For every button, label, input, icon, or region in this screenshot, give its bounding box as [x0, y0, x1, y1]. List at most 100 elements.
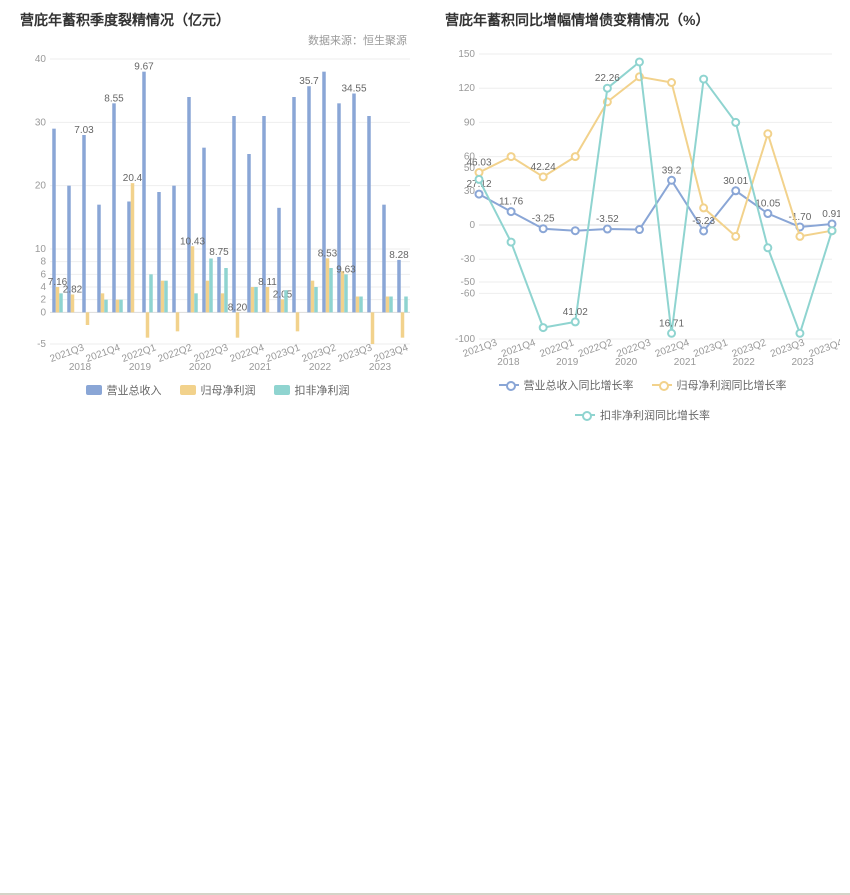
- bar: [224, 268, 228, 312]
- line-point: [604, 85, 611, 92]
- svg-text:41.02: 41.02: [563, 307, 588, 318]
- line-point: [700, 227, 707, 234]
- legend-item: 归母净利润: [180, 382, 256, 398]
- dashboard-container: 营庇年蓄积季度裂精情况（亿元） 数据来源：恒生聚源 -5024681020304…: [0, 0, 850, 433]
- bar: [232, 116, 236, 312]
- bar: [112, 103, 116, 312]
- legend-label: 扣非净利润: [295, 382, 350, 398]
- line-point: [700, 204, 707, 211]
- right-plot: -100-60-50-3003050609012015027.1211.76-3…: [445, 49, 840, 369]
- bar: [187, 97, 191, 312]
- svg-text:8.53: 8.53: [318, 248, 338, 259]
- bar: [314, 287, 318, 312]
- line-point: [572, 318, 579, 325]
- svg-text:2021: 2021: [249, 362, 272, 373]
- bar: [146, 312, 150, 337]
- bar: [131, 183, 135, 312]
- svg-text:120: 120: [458, 83, 475, 94]
- line-point: [732, 187, 739, 194]
- svg-text:2020: 2020: [615, 357, 638, 368]
- bar: [371, 312, 375, 344]
- bar: [292, 97, 296, 312]
- svg-text:2022: 2022: [733, 357, 756, 368]
- svg-text:11.76: 11.76: [499, 197, 524, 208]
- legend-swatch: [274, 385, 290, 395]
- bar: [307, 86, 311, 312]
- line-point: [700, 76, 707, 83]
- svg-text:8.11: 8.11: [258, 277, 277, 288]
- bar: [161, 281, 165, 313]
- line-point: [508, 208, 515, 215]
- line-point: [572, 153, 579, 160]
- bar: [86, 312, 90, 325]
- svg-text:8: 8: [40, 257, 46, 268]
- svg-text:42.24: 42.24: [531, 162, 556, 173]
- bar: [59, 293, 63, 312]
- line-point: [572, 227, 579, 234]
- svg-text:0: 0: [40, 307, 46, 318]
- line-point: [508, 153, 515, 160]
- legend-swatch: [86, 385, 102, 395]
- bar: [329, 268, 333, 312]
- line-point: [764, 210, 771, 217]
- line-point: [829, 227, 836, 234]
- left-legend: 营业总收入 归母净利润 扣非净利润: [20, 382, 415, 398]
- bar: [397, 260, 401, 312]
- bar: [251, 287, 255, 312]
- svg-text:-100: -100: [455, 334, 475, 345]
- line-point: [668, 177, 675, 184]
- bar: [247, 154, 251, 312]
- bar: [209, 259, 213, 313]
- bar: [56, 287, 60, 312]
- bar: [71, 294, 75, 312]
- svg-text:2019: 2019: [556, 357, 579, 368]
- svg-text:0.91: 0.91: [822, 209, 840, 220]
- svg-text:2018: 2018: [69, 362, 92, 373]
- svg-text:10.43: 10.43: [180, 236, 205, 247]
- svg-text:30.01: 30.01: [723, 176, 748, 187]
- svg-text:16.71: 16.71: [659, 318, 684, 329]
- svg-text:20.4: 20.4: [123, 173, 143, 184]
- bar: [119, 300, 123, 313]
- bar: [127, 202, 131, 313]
- bar: [157, 192, 161, 312]
- svg-text:2022: 2022: [309, 362, 332, 373]
- bar: [284, 290, 288, 312]
- legend-swatch-line: [499, 384, 519, 386]
- line-point: [796, 330, 803, 337]
- svg-text:10.05: 10.05: [755, 199, 780, 210]
- bar: [164, 281, 168, 313]
- svg-text:30: 30: [35, 117, 47, 128]
- legend-item: 营业总收入同比增长率: [499, 377, 634, 393]
- line-point: [508, 239, 515, 246]
- svg-text:40: 40: [35, 54, 47, 65]
- legend-swatch: [180, 385, 196, 395]
- bar: [149, 274, 153, 312]
- bar: [266, 287, 270, 312]
- line-point: [636, 226, 643, 233]
- svg-text:9.67: 9.67: [134, 62, 154, 73]
- bar: [337, 103, 341, 312]
- bar: [401, 312, 405, 337]
- left-chart-panel: 营庇年蓄积季度裂精情况（亿元） 数据来源：恒生聚源 -5024681020304…: [0, 0, 425, 433]
- legend-item: 营业总收入: [86, 382, 162, 398]
- svg-text:2023: 2023: [369, 362, 392, 373]
- svg-text:2.82: 2.82: [63, 284, 83, 295]
- line-point: [796, 233, 803, 240]
- svg-text:46.03: 46.03: [466, 158, 491, 169]
- bar: [254, 287, 258, 312]
- svg-text:9.63: 9.63: [336, 264, 356, 275]
- legend-item: 扣非净利润: [274, 382, 350, 398]
- svg-text:-30: -30: [461, 254, 476, 265]
- line-point: [668, 79, 675, 86]
- bar: [281, 299, 285, 312]
- svg-text:6: 6: [40, 269, 46, 280]
- legend-label: 扣非净利润同比增长率: [600, 407, 710, 423]
- bar: [382, 205, 386, 313]
- svg-text:2.05: 2.05: [273, 289, 293, 300]
- svg-text:39.2: 39.2: [662, 165, 682, 176]
- svg-text:2019: 2019: [129, 362, 152, 373]
- svg-text:8.55: 8.55: [104, 93, 124, 104]
- bar: [97, 205, 101, 313]
- bar: [356, 297, 360, 313]
